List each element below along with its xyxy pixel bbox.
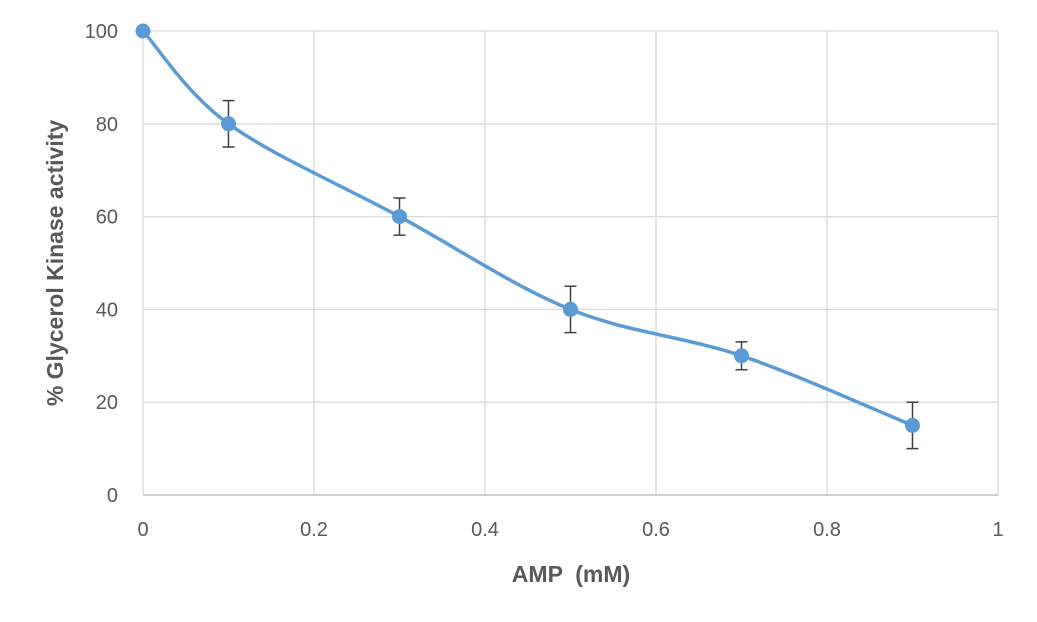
data-point <box>905 417 920 433</box>
y-tick-label: 40 <box>96 299 118 321</box>
y-tick-label: 80 <box>96 114 118 136</box>
series-line <box>141 29 915 428</box>
x-tick-label: 1 <box>992 519 1003 541</box>
x-tick-label: 0 <box>137 519 148 541</box>
x-axis-title: AMP (mM) <box>512 561 630 587</box>
data-point <box>135 23 151 39</box>
x-tick-label: 0.8 <box>813 519 841 541</box>
data-point <box>563 301 578 317</box>
x-tick-label: 0.6 <box>642 519 670 541</box>
x-tick-label: 0.4 <box>471 519 499 541</box>
data-point <box>392 209 407 225</box>
y-tick-label: 0 <box>107 485 118 507</box>
y-axis-title: % Glycerol Kinase activity <box>42 120 68 407</box>
data-point <box>221 116 236 132</box>
axes <box>142 31 998 496</box>
x-tick-label: 0.2 <box>300 519 328 541</box>
y-tick-label: 60 <box>96 207 118 229</box>
grid-lines <box>143 30 999 495</box>
data-point <box>734 348 749 364</box>
series-group <box>135 23 920 450</box>
tick-labels: 0 0.2 0.4 0.6 0.8 1 0 20 40 60 80 100 <box>85 21 1004 541</box>
y-tick-label: 20 <box>96 392 118 414</box>
y-tick-label: 100 <box>85 21 118 43</box>
